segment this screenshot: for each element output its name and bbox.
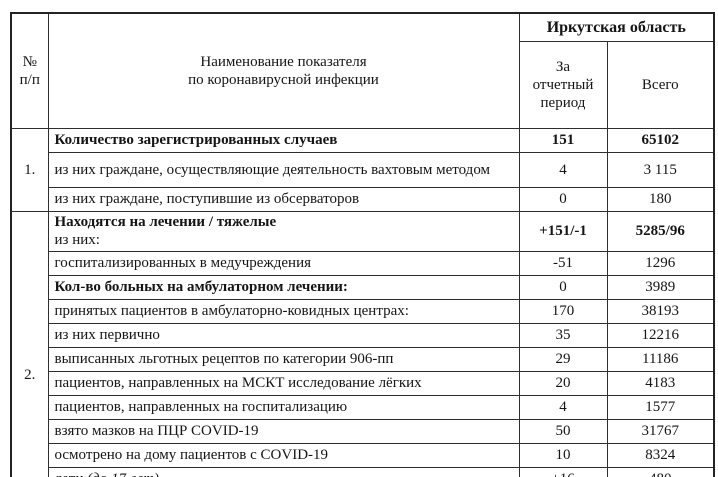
row-label-main: дети	[55, 471, 88, 477]
value-total: 3989	[606, 274, 715, 300]
table-row: из них граждане, поступившие из обсерват…	[11, 187, 715, 212]
row-label: госпитализированных в медучреждения	[47, 250, 520, 276]
table-row: 1. Количество зарегистрированных случаев…	[10, 128, 715, 212]
value-total: 480	[606, 466, 715, 477]
row-label: из них граждане, осуществляющие деятельн…	[47, 152, 520, 188]
value-period: 0	[518, 187, 608, 212]
row-label: Кол-во больных на амбулаторном лечении:	[47, 274, 520, 300]
row-label: осмотрено на дому пациентов с COVID-19	[47, 442, 520, 468]
table-row: дети (до 17 лет) +16 480	[11, 466, 715, 477]
table-row: из них первично 35 12216	[11, 322, 715, 348]
value-period: -51	[518, 250, 608, 276]
value-total: 11186	[606, 346, 715, 372]
value-period: 10	[518, 442, 608, 468]
row-label: дети (до 17 лет)	[47, 466, 520, 477]
value-total: 5285/96	[606, 211, 715, 252]
covid-stats-table: № п/п Наименование показателя по коронав…	[10, 12, 715, 477]
row-label: из них первично	[47, 322, 520, 348]
header-indicator: Наименование показателя по коронавирусно…	[47, 12, 520, 129]
value-period: 4	[518, 394, 608, 420]
header-total: Всего	[606, 41, 715, 129]
value-period: 20	[518, 370, 608, 396]
row-label: выписанных льготных рецептов по категори…	[47, 346, 520, 372]
value-total: 4183	[606, 370, 715, 396]
value-total: 31767	[606, 418, 715, 444]
row-label-italic: (до 17 лет)	[87, 471, 159, 477]
row-label-sub: из них:	[54, 232, 100, 249]
value-period: +151/-1	[518, 211, 608, 252]
value-period: 0	[518, 274, 608, 300]
header-num: № п/п	[10, 12, 49, 129]
table-row: 2. Находятся на лечении / тяжелые из них…	[10, 210, 715, 477]
header-region: Иркутская область	[518, 12, 715, 42]
row-label: пациентов, направленных на МСКТ исследов…	[47, 370, 520, 396]
section-number: 2.	[10, 210, 49, 477]
value-period: 35	[518, 322, 608, 348]
table-row: принятых пациентов в амбулаторно-ковидны…	[11, 298, 715, 324]
row-label: Количество зарегистрированных случаев	[47, 128, 520, 153]
header-period: За отчетный период	[518, 41, 608, 129]
value-total: 180	[606, 187, 715, 212]
row-label: взято мазков на ПЦР COVID-19	[47, 418, 520, 444]
row-label: из них граждане, поступившие из обсерват…	[47, 187, 520, 212]
value-period: 29	[518, 346, 608, 372]
table-row: Кол-во больных на амбулаторном лечении: …	[11, 274, 715, 300]
value-period: 151	[518, 128, 608, 153]
row-label: пациентов, направленных на госпитализаци…	[47, 394, 520, 420]
value-total: 38193	[606, 298, 715, 324]
table-row: осмотрено на дому пациентов с COVID-19 1…	[11, 442, 715, 468]
value-total: 12216	[606, 322, 715, 348]
header-row-region: № п/п Наименование показателя по коронав…	[10, 12, 715, 129]
value-total: 3 115	[606, 152, 715, 188]
table-row: пациентов, направленных на госпитализаци…	[11, 394, 715, 420]
table-row: из них граждане, осуществляющие деятельн…	[11, 152, 715, 188]
value-period: 4	[518, 152, 608, 188]
value-total: 1296	[606, 250, 715, 276]
value-total: 8324	[606, 442, 715, 468]
row-label-main: Находятся на лечении / тяжелые	[54, 214, 277, 230]
value-period: +16	[518, 466, 608, 477]
value-period: 170	[518, 298, 608, 324]
section-number: 1.	[10, 128, 49, 212]
table-row: выписанных льготных рецептов по категори…	[11, 346, 715, 372]
value-total: 1577	[606, 394, 715, 420]
header-row-columns: За отчетный период Всего	[11, 41, 715, 129]
value-total: 65102	[606, 128, 715, 153]
value-period: 50	[518, 418, 608, 444]
table-row: взято мазков на ПЦР COVID-19 50 31767	[11, 418, 715, 444]
table-row: пациентов, направленных на МСКТ исследов…	[11, 370, 715, 396]
row-label: принятых пациентов в амбулаторно-ковидны…	[47, 298, 520, 324]
row-label: Находятся на лечении / тяжелые из них:	[47, 211, 520, 252]
table-row: госпитализированных в медучреждения -51 …	[11, 250, 715, 276]
